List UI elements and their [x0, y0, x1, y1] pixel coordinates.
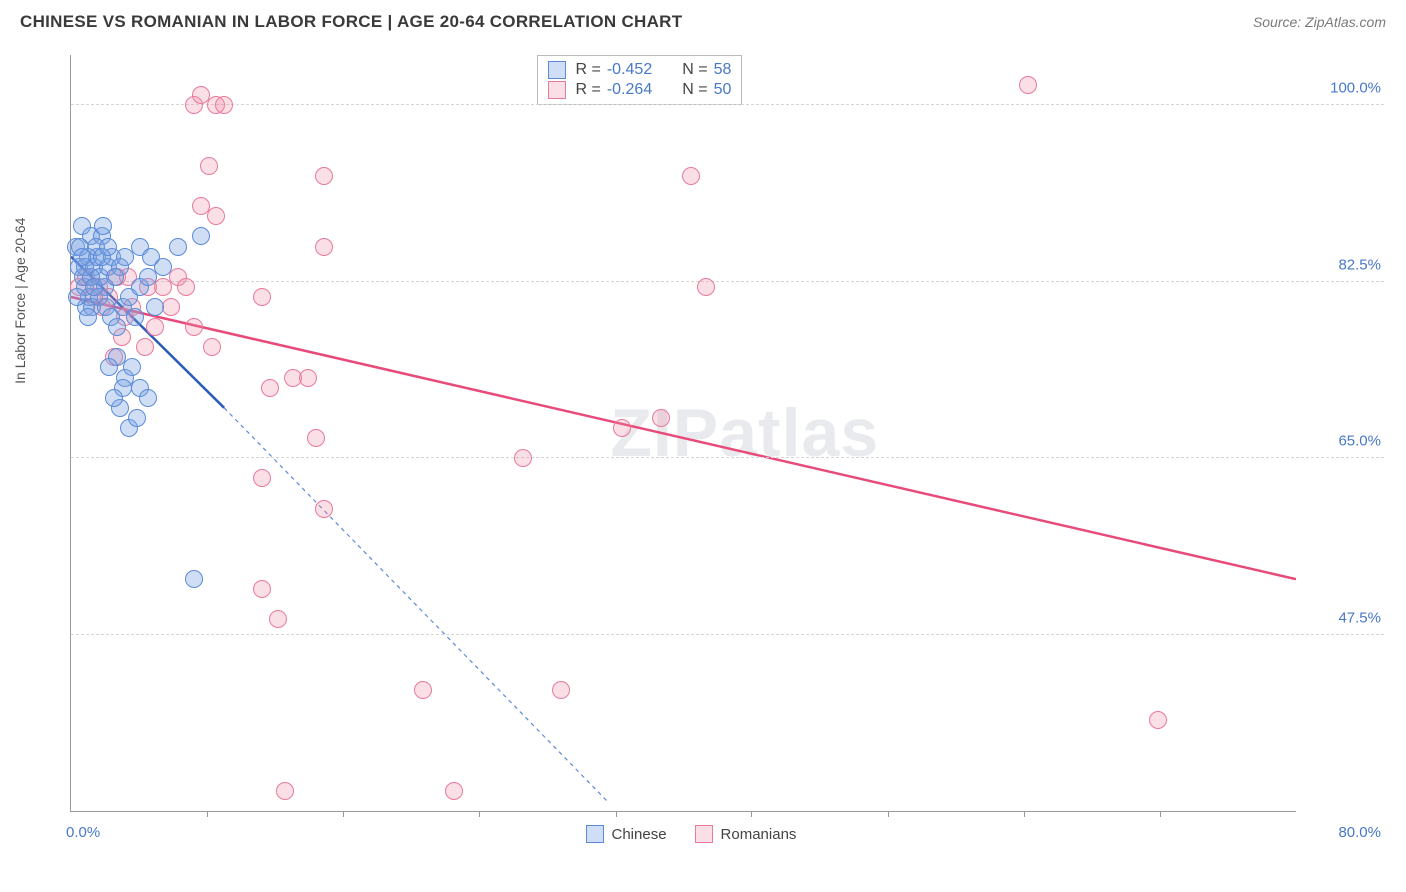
y-tick-label: 65.0%: [1338, 433, 1381, 450]
point-series2: [253, 469, 271, 487]
x-tick: [207, 811, 208, 817]
point-series2: [203, 338, 221, 356]
x-tick: [888, 811, 889, 817]
legend-item-series1: Chinese: [586, 825, 667, 843]
watermark-atlas: atlas: [719, 395, 879, 471]
point-series2: [276, 782, 294, 800]
point-series1: [128, 409, 146, 427]
point-series2: [177, 278, 195, 296]
gridline: [71, 104, 1384, 105]
point-series2: [253, 580, 271, 598]
point-series1: [154, 258, 172, 276]
point-series2: [207, 207, 225, 225]
gridline: [71, 634, 1384, 635]
x-tick: [1024, 811, 1025, 817]
point-series1: [100, 358, 118, 376]
y-tick-label: 47.5%: [1338, 609, 1381, 626]
watermark: ZIPatlas: [610, 394, 879, 472]
point-series2: [514, 449, 532, 467]
r-value-series2: -0.264: [607, 81, 652, 99]
point-series2: [269, 610, 287, 628]
point-series2: [697, 278, 715, 296]
y-tick-label: 82.5%: [1338, 256, 1381, 273]
point-series1: [108, 318, 126, 336]
point-series2: [315, 238, 333, 256]
x-min-label: 0.0%: [66, 824, 100, 841]
point-series2: [162, 298, 180, 316]
point-series2: [200, 157, 218, 175]
chart-container: In Labor Force | Age 20-64 ZIPatlas R = …: [20, 45, 1386, 872]
gridline: [71, 457, 1384, 458]
x-tick: [479, 811, 480, 817]
point-series2: [613, 419, 631, 437]
n-label: N =: [682, 81, 707, 99]
point-series1: [123, 358, 141, 376]
point-series2: [307, 429, 325, 447]
legend-label-series1: Chinese: [612, 826, 667, 843]
point-series1: [85, 278, 103, 296]
legend-label-series2: Romanians: [721, 826, 797, 843]
point-series1: [79, 308, 97, 326]
point-series2: [136, 338, 154, 356]
source-label: Source: ZipAtlas.com: [1253, 14, 1386, 30]
point-series2: [185, 318, 203, 336]
y-tick-label: 100.0%: [1330, 80, 1381, 97]
y-axis-label: In Labor Force | Age 20-64: [12, 217, 28, 383]
x-tick: [343, 811, 344, 817]
point-series1: [185, 570, 203, 588]
r-label: R =: [576, 61, 601, 79]
series-legend: Chinese Romanians: [586, 825, 797, 843]
stats-legend: R = -0.452 N = 58 R = -0.264 N = 50: [537, 55, 743, 105]
chart-title: CHINESE VS ROMANIAN IN LABOR FORCE | AGE…: [20, 12, 682, 32]
point-series2: [261, 379, 279, 397]
point-series2: [552, 681, 570, 699]
x-tick: [1160, 811, 1161, 817]
point-series2: [315, 167, 333, 185]
regression-lines: [71, 55, 1296, 811]
point-series1: [139, 389, 157, 407]
r-value-series1: -0.452: [607, 61, 652, 79]
n-value-series2: 50: [714, 81, 732, 99]
swatch-series1: [586, 825, 604, 843]
legend-item-series2: Romanians: [695, 825, 797, 843]
r-label: R =: [576, 81, 601, 99]
swatch-series2: [548, 81, 566, 99]
point-series1: [106, 268, 124, 286]
point-series1: [126, 308, 144, 326]
point-series1: [99, 238, 117, 256]
point-series2: [299, 369, 317, 387]
x-tick: [751, 811, 752, 817]
point-series2: [1019, 76, 1037, 94]
point-series2: [253, 288, 271, 306]
point-series2: [682, 167, 700, 185]
n-label: N =: [682, 61, 707, 79]
plot-area: ZIPatlas R = -0.452 N = 58 R = -0.264 N …: [70, 55, 1296, 812]
point-series1: [94, 217, 112, 235]
point-series1: [146, 298, 164, 316]
point-series2: [445, 782, 463, 800]
point-series2: [215, 96, 233, 114]
stats-row-series1: R = -0.452 N = 58: [548, 60, 732, 80]
point-series2: [146, 318, 164, 336]
point-series1: [73, 248, 91, 266]
swatch-series2: [695, 825, 713, 843]
point-series2: [1149, 711, 1167, 729]
point-series1: [169, 238, 187, 256]
point-series2: [652, 409, 670, 427]
gridline: [71, 281, 1384, 282]
x-tick: [616, 811, 617, 817]
point-series1: [192, 227, 210, 245]
point-series1: [105, 389, 123, 407]
n-value-series1: 58: [714, 61, 732, 79]
swatch-series1: [548, 61, 566, 79]
point-series2: [414, 681, 432, 699]
x-max-label: 80.0%: [1338, 824, 1381, 841]
point-series2: [315, 500, 333, 518]
stats-row-series2: R = -0.264 N = 50: [548, 80, 732, 100]
point-series1: [68, 288, 86, 306]
